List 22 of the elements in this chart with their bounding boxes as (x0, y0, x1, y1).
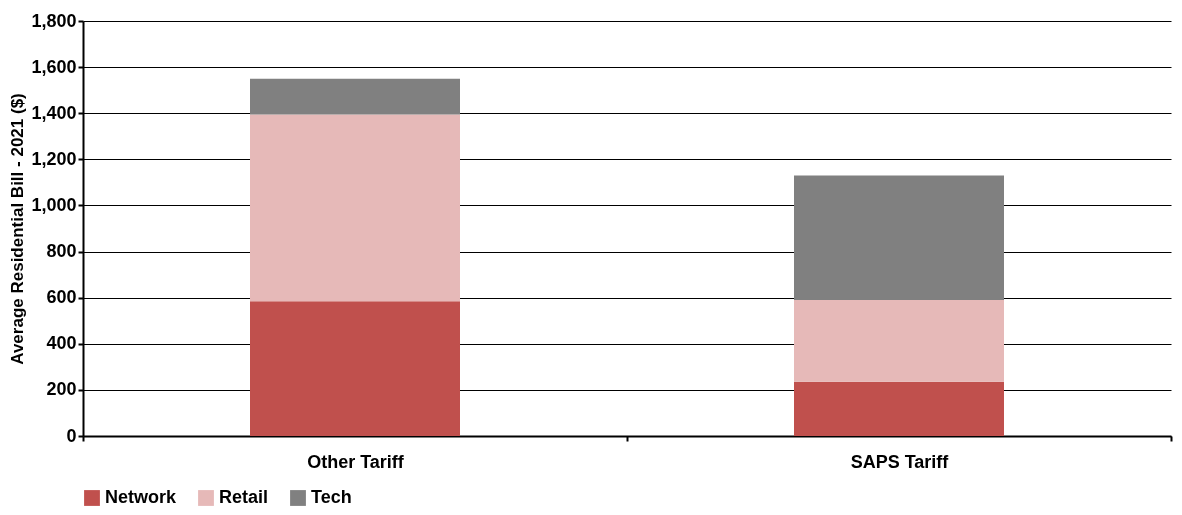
bar (250, 78, 460, 115)
bar (794, 175, 1004, 300)
y-tick-label: 1,600 (31, 56, 77, 77)
x-tick-label: Other Tariff (307, 451, 405, 472)
bar (794, 381, 1004, 436)
y-tick-label: 600 (46, 287, 77, 308)
y-tick-label: 0 (66, 425, 77, 446)
bar (794, 299, 1004, 382)
x-tick-label: SAPS Tariff (850, 451, 950, 472)
y-tick-label: 1,400 (31, 102, 77, 123)
bar (250, 301, 460, 436)
legend-label: Retail (219, 487, 269, 507)
y-tick-label: 200 (46, 379, 77, 400)
legend-label: Network (105, 487, 177, 507)
bar (250, 114, 460, 302)
y-tick-label: 1,000 (31, 194, 77, 215)
legend-label: Tech (311, 487, 352, 507)
y-tick-label: 800 (46, 241, 77, 262)
y-tick-label: 400 (46, 333, 77, 354)
y-tick-label: 1,200 (31, 148, 77, 169)
y-tick-label: 1,800 (31, 10, 77, 31)
y-axis-title: Average Residential Bill - 2021 ($) (8, 93, 28, 365)
